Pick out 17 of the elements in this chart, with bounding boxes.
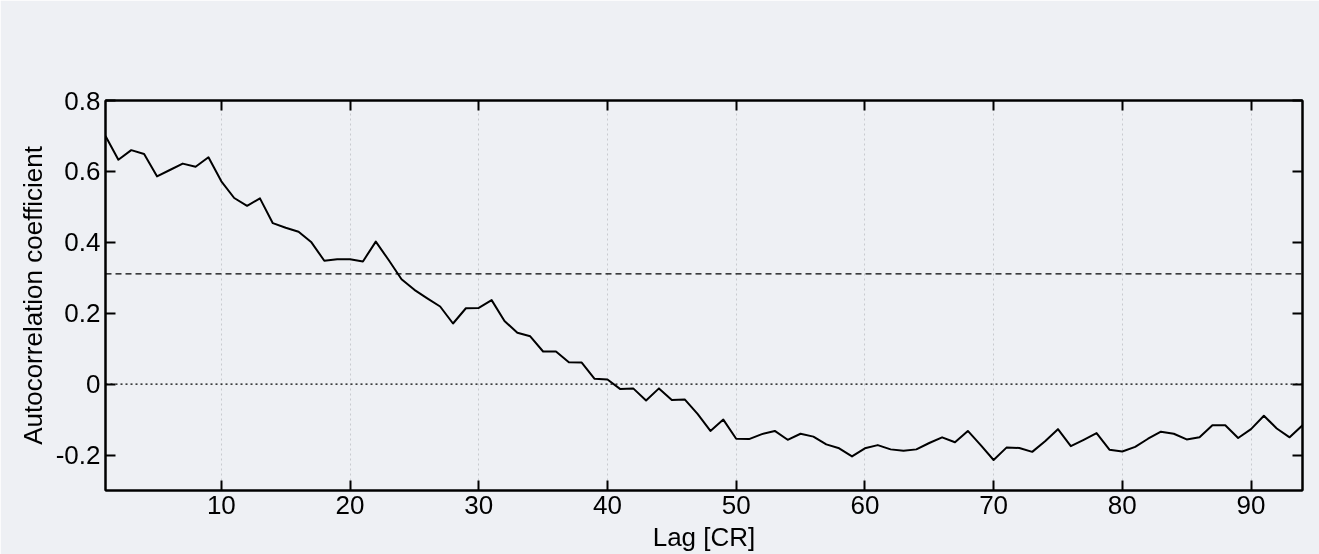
x-tick-label: 50 (721, 489, 751, 520)
x-tick-label: 70 (979, 489, 1009, 520)
x-tick-label: 60 (850, 489, 880, 520)
y-axis-title: Autocorrelation coefficient (17, 145, 48, 445)
x-tick-label: 90 (1236, 489, 1266, 520)
y-tick-label: -0.2 (55, 440, 101, 471)
x-axis-title: Lag [CR] (652, 521, 756, 552)
x-tick-label: 10 (206, 489, 236, 520)
x-tick-label: 20 (335, 489, 365, 520)
y-tick-label: 0.2 (64, 298, 101, 329)
y-tick-label: 0.8 (64, 85, 101, 116)
y-tick-label: 0 (86, 369, 101, 400)
y-tick-label: 0.6 (64, 156, 101, 187)
x-tick-label: 30 (464, 489, 494, 520)
x-tick-label: 40 (593, 489, 622, 520)
x-tick-label: 80 (1107, 489, 1137, 520)
y-tick-label: 0.4 (64, 227, 101, 258)
